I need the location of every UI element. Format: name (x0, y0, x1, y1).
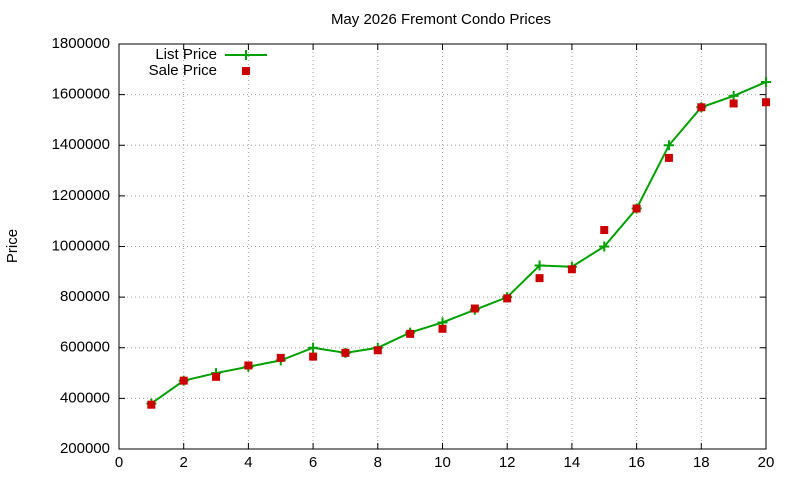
y-tick-label: 800000 (60, 288, 110, 305)
data-point (697, 103, 706, 112)
legend-marker (242, 67, 250, 75)
data-point (503, 294, 512, 303)
legend-label: Sale Price (149, 62, 217, 79)
x-tick-label: 2 (180, 454, 188, 471)
data-point (212, 372, 221, 381)
data-point (309, 352, 318, 361)
x-tick-label: 6 (309, 454, 317, 471)
x-tick-label: 18 (693, 454, 710, 471)
data-point (632, 204, 641, 213)
x-tick-label: 4 (244, 454, 252, 471)
chart-title: May 2026 Fremont Condo Prices (331, 11, 551, 28)
plot-border (118, 43, 767, 450)
data-point (406, 329, 415, 338)
y-tick-label: 1600000 (52, 86, 110, 103)
data-point (147, 400, 156, 409)
x-tick-label: 16 (628, 454, 645, 471)
x-tick-label: 10 (434, 454, 451, 471)
y-tick-label: 1000000 (52, 237, 110, 254)
data-point (761, 76, 771, 87)
series-line (150, 81, 767, 405)
x-tick-label: 8 (374, 454, 382, 471)
x-tick-label: 0 (115, 454, 123, 471)
x-tick-label: 12 (499, 454, 516, 471)
data-point (664, 153, 673, 162)
data-point (762, 98, 770, 107)
data-point (535, 274, 544, 283)
legend-label: List Price (155, 46, 217, 63)
data-point (534, 260, 545, 271)
data-point (567, 265, 576, 274)
data-point (341, 348, 350, 357)
data-point (663, 140, 674, 151)
data-point (373, 346, 382, 355)
y-tick-label: 1400000 (52, 136, 110, 153)
data-point (728, 90, 739, 101)
y-tick-label: 200000 (60, 440, 110, 457)
x-tick-label: 20 (758, 454, 775, 471)
data-point (244, 361, 253, 370)
data-point (600, 226, 609, 235)
y-tick-label: 400000 (60, 389, 110, 406)
x-tick-label: 14 (564, 454, 581, 471)
data-point (276, 353, 285, 362)
data-point (438, 324, 447, 333)
legend-marker (241, 50, 251, 60)
data-point (179, 376, 188, 385)
y-tick-label: 600000 (60, 339, 110, 356)
y-tick-label: 1800000 (52, 35, 110, 52)
data-point (729, 99, 738, 108)
data-point (599, 241, 610, 252)
y-tick-label: 1200000 (52, 187, 110, 204)
data-point (308, 342, 319, 353)
data-point (470, 304, 479, 313)
y-axis-label: Price (4, 229, 21, 263)
